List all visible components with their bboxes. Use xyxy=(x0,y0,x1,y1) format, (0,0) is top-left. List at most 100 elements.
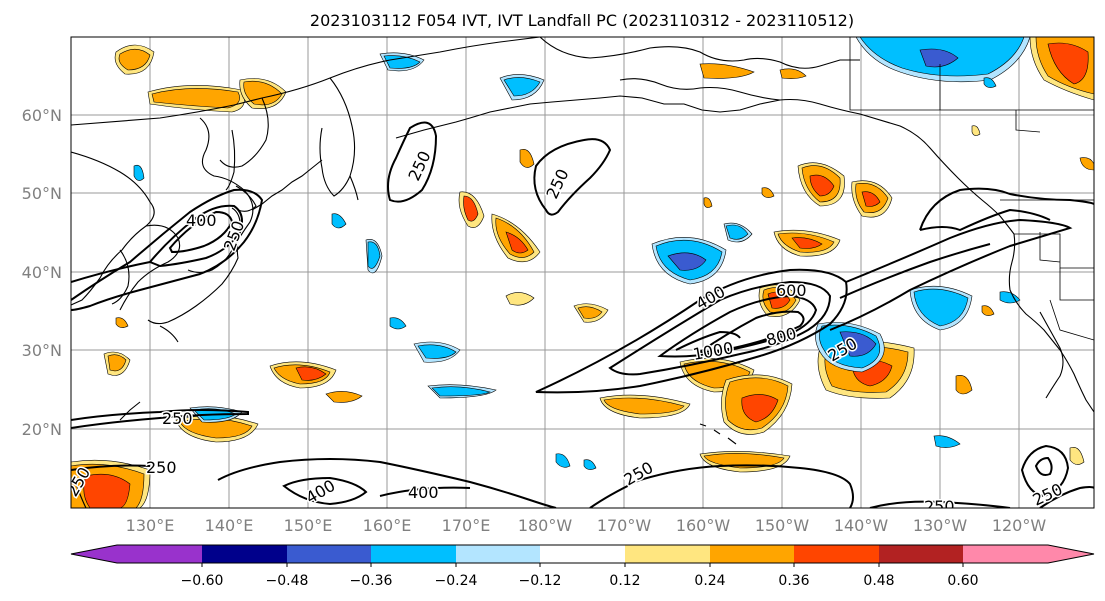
positive-pc-patches xyxy=(71,37,1094,508)
pc-patch xyxy=(971,125,981,136)
colorbar: −0.60 −0.48 −0.36 −0.24 −0.12 0.12 0.24 … xyxy=(70,544,1095,589)
ivt-contour-250 xyxy=(71,409,249,429)
pc-patch xyxy=(667,252,707,271)
kamchatka-coast xyxy=(349,175,359,201)
colorbar-tick-label: −0.24 xyxy=(435,573,478,589)
pc-patch xyxy=(1047,42,1089,85)
colorbar-swatch xyxy=(371,545,456,563)
pc-patch xyxy=(431,386,491,397)
ivt-contour-250 xyxy=(71,261,151,283)
ivt-contour-250 xyxy=(919,208,1051,232)
na-coast xyxy=(1039,311,1064,399)
pc-patch xyxy=(703,453,785,469)
colorbar-tick-label: 0.36 xyxy=(778,573,809,589)
lon-label: 140°E xyxy=(205,516,254,535)
pc-patch xyxy=(367,241,381,269)
ivt-contour-250 xyxy=(535,268,848,394)
na-coast xyxy=(1008,233,1094,413)
alaska-coast xyxy=(619,78,1015,235)
contour-label: 400 xyxy=(408,483,439,502)
border xyxy=(1039,232,1061,263)
pc-patch xyxy=(83,473,131,508)
sakhalin-coast xyxy=(225,129,236,191)
pc-patch xyxy=(1079,157,1094,171)
pc-patch xyxy=(151,88,240,109)
lat-label: 40°N xyxy=(22,263,62,282)
pc-patch xyxy=(133,164,145,181)
japan-coast xyxy=(235,185,257,212)
pc-patch xyxy=(809,174,835,197)
contour-label: 600 xyxy=(776,281,807,300)
aleutian-islands xyxy=(395,95,781,139)
pc-patch xyxy=(603,397,685,415)
pc-patch xyxy=(577,306,603,319)
kamchatka-coast xyxy=(319,77,356,197)
ivt-contour-1000 xyxy=(675,330,741,351)
lon-label: 130°E xyxy=(126,516,175,535)
pc-patch xyxy=(325,391,363,403)
ivt-contour-250 xyxy=(829,218,1073,331)
border xyxy=(1014,233,1094,269)
asia-coast xyxy=(71,151,155,306)
hawaii-islands xyxy=(699,423,737,445)
pc-patch xyxy=(463,195,479,222)
pc-patch xyxy=(389,317,407,330)
pc-patch xyxy=(703,197,713,208)
lon-label: 160°W xyxy=(676,516,731,535)
border xyxy=(1015,110,1041,133)
ivt-contours xyxy=(71,121,1094,508)
colorbar-tick-label: 0.60 xyxy=(947,573,978,589)
lat-label: 60°N xyxy=(22,106,62,125)
ivt-contour-250 xyxy=(71,188,264,311)
pc-patch xyxy=(839,331,877,357)
taiwan-coast xyxy=(75,483,87,508)
pc-patch xyxy=(725,224,749,240)
pc-patch xyxy=(981,305,995,316)
gridlines xyxy=(71,37,1094,508)
pc-patch xyxy=(107,354,127,372)
colorbar-tick-label: −0.48 xyxy=(266,573,309,589)
lon-labels: 130°E 140°E 150°E 160°E 170°E 180°W 170°… xyxy=(126,516,1047,535)
colorbar-swatch xyxy=(71,545,117,563)
colorbar-ticks xyxy=(201,563,964,567)
pc-patch xyxy=(1069,447,1085,465)
pc-patch xyxy=(919,48,959,68)
colorbar-swatch xyxy=(1048,545,1094,563)
ivt-contour-250 xyxy=(839,243,991,299)
ivt-contour-250 xyxy=(71,464,151,471)
pc-patch xyxy=(933,435,961,448)
contour-label: 250 xyxy=(924,497,955,516)
colorbar-swatch xyxy=(456,545,540,563)
pc-patch xyxy=(791,237,823,249)
ryukyu-islands xyxy=(119,401,141,421)
pc-patch xyxy=(779,68,807,79)
pc-patch xyxy=(913,288,969,327)
alaska-coast xyxy=(539,37,860,69)
ivt-contour-250 xyxy=(533,138,612,216)
pc-patch xyxy=(583,459,597,470)
pc-patch xyxy=(699,63,755,79)
ivt-contour-400 xyxy=(608,280,832,376)
lon-label: 160°E xyxy=(363,516,412,535)
asia-coast xyxy=(119,224,181,311)
lat-label: 50°N xyxy=(22,184,62,203)
pc-patch xyxy=(955,375,973,395)
asia-coast xyxy=(187,117,254,274)
border xyxy=(1049,299,1094,341)
contour-label: 400 xyxy=(186,211,217,230)
colorbar-swatch xyxy=(710,545,794,563)
map-area: 250 250 250 400 250 250 250 400 400 250 … xyxy=(71,37,1094,516)
ivt-contour-250 xyxy=(869,500,1011,508)
pc-patch xyxy=(861,191,881,207)
colorbar-swatch xyxy=(202,545,287,563)
kuril-islands xyxy=(251,159,323,211)
lon-label: 170°E xyxy=(442,516,491,535)
contour-label: 250 xyxy=(162,409,193,428)
asia-coast xyxy=(71,37,541,126)
japan-coast xyxy=(159,325,179,343)
pc-patch xyxy=(983,77,997,88)
map-frame xyxy=(70,36,1095,509)
pc-patch xyxy=(503,77,541,97)
pc-patch xyxy=(761,187,775,198)
